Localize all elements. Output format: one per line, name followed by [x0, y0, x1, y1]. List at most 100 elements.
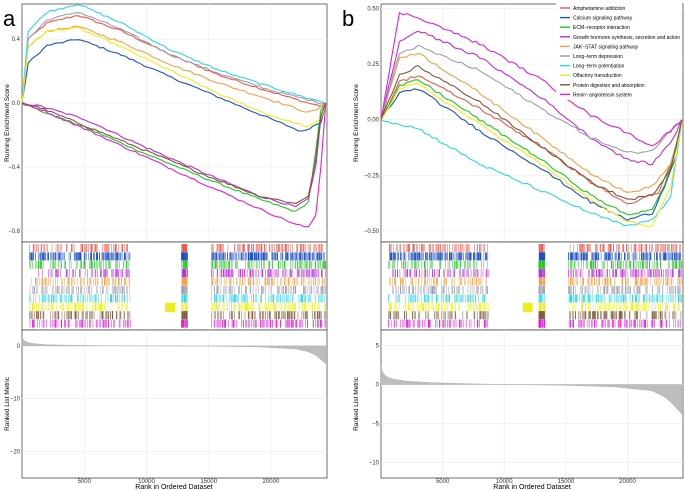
es-line-growth-hormone-synthesis-secretion-and-action — [21, 101, 327, 208]
es-line-renin-angiotensin-system — [380, 11, 683, 147]
hits-row-jak-stat-signaling-pathway — [389, 277, 682, 286]
legend-item-growth-hormone-synthesis-secretion-and-action: Growth hormone synthesis, secretion and … — [560, 35, 680, 41]
hits-row-long-term-potentiation — [388, 294, 682, 303]
metric-ytick-label: −5 — [372, 421, 380, 427]
legend-item-long-term-depression: Long−term depression — [560, 54, 623, 60]
hits-row-long-term-potentiation — [29, 294, 325, 303]
legend-item-amphetamine-addiction: Amphetamine addiction — [560, 6, 625, 12]
xtick-label: 5000 — [78, 479, 92, 485]
panel-a-metric-ylabel: Ranked List Metric — [4, 376, 11, 431]
es-line-olfactory-transduction — [21, 26, 327, 128]
legend-items: Amphetamine addiction Calcium signaling p… — [560, 6, 680, 98]
hits-row-calcium-signaling-pathway — [389, 252, 681, 261]
hit-block — [522, 302, 533, 313]
legend-item-protein-digestion-and-absorption: Protein digestion and absorption — [560, 83, 645, 89]
panel-a-xticks: 5000 10000 15000 20000 — [78, 479, 280, 485]
xtick-label: 10000 — [496, 479, 513, 485]
panel-b: 0.50 0.25 0.00 −0.25 −0.50 Running Enrichmen… — [353, 2, 684, 491]
es-line-growth-hormone-synthesis-secretion-and-action — [380, 30, 683, 166]
panel-a-metric-area — [21, 336, 326, 365]
es-line-olfactory-transduction — [380, 83, 683, 228]
panel-a-es-yticks: −0.8 −0.4 0.0 0.4 — [8, 37, 21, 235]
legend-item-jak-stat-signaling-pathway: JAK−STAT signaling pathway — [560, 44, 639, 50]
es-ytick-label: 0.50 — [367, 6, 379, 12]
es-line-long-term-depression — [21, 12, 326, 105]
es-line-ecm-receptor-interaction — [21, 102, 327, 212]
es-line-long-term-potentiation — [380, 119, 683, 226]
es-ytick-label: −0.8 — [8, 229, 21, 235]
legend: Amphetamine addiction Calcium signaling p… — [556, 2, 682, 100]
es-line-jak-stat-signaling-pathway — [21, 25, 327, 113]
panel-b-metric-yticks: 5 0 −5 −10 — [369, 344, 380, 467]
legend-label: ECM−receptor interaction — [573, 25, 630, 31]
es-ytick-label: 0.4 — [12, 37, 21, 43]
es-line-protein-digestion-and-absorption — [380, 64, 683, 201]
es-ytick-label: −0.25 — [364, 173, 380, 179]
panel-a-hits — [29, 244, 326, 328]
metric-ytick-label: 5 — [376, 344, 380, 350]
metric-ytick-label: −20 — [10, 450, 21, 456]
legend-item-renin-angiotensin-system: Renin−angiotensin system — [560, 92, 632, 98]
hits-row-calcium-signaling-pathway — [29, 252, 325, 261]
xtick-label: 20000 — [263, 479, 280, 485]
es-line-jak-stat-signaling-pathway — [380, 52, 683, 193]
hits-row-renin-angiotensin-system — [388, 319, 682, 328]
legend-item-long-term-potentiation: Long−term potentiation — [560, 64, 625, 70]
es-ytick-label: 0.25 — [367, 62, 379, 68]
xtick-label: 20000 — [619, 479, 636, 485]
metric-ytick-label: −10 — [10, 397, 21, 403]
hits-row-ecm-receptor-interaction — [29, 260, 326, 269]
es-line-renin-angiotensin-system — [21, 101, 327, 228]
es-line-long-term-depression — [380, 44, 683, 154]
hits-row-growth-hormone-synthesis-secretion-and-action — [392, 269, 682, 278]
hits-row-olfactory-transduction — [29, 302, 326, 313]
legend-label: Olfactory transduction — [573, 73, 622, 79]
hits-row-protein-digestion-and-absorption — [388, 311, 682, 320]
es-line-calcium-signaling-pathway — [380, 88, 683, 221]
legend-label: Renin−angiotensin system — [573, 92, 632, 98]
legend-label: Protein digestion and absorption — [573, 83, 645, 89]
panel-a: −0.8−0.40.00.4 Running Enrichment Score … — [4, 3, 328, 491]
legend-item-ecm-receptor-interaction: ECM−receptor interaction — [560, 25, 630, 31]
legend-label: Growth hormone synthesis, secretion and … — [573, 35, 680, 41]
legend-label: Long−term potentiation — [573, 64, 625, 70]
panel-b-metric-ylabel: Ranked List Metric — [353, 376, 360, 431]
es-line-amphetamine-addiction — [380, 75, 683, 205]
legend-box — [556, 2, 682, 100]
metric-ytick-label: −10 — [369, 460, 380, 466]
es-line-calcium-signaling-pathway — [21, 39, 327, 132]
panel-b-hits — [388, 244, 682, 328]
hits-row-amphetamine-addiction — [388, 244, 681, 252]
hits-row-long-term-depression — [392, 286, 681, 294]
legend-label: Calcium signaling pathway — [573, 16, 633, 22]
panel-a-es-ylabel: Running Enrichment Score — [4, 84, 11, 162]
es-ytick-label: 0.0 — [12, 101, 21, 107]
legend-item-olfactory-transduction: Olfactory transduction — [560, 73, 622, 79]
legend-item-calcium-signaling-pathway: Calcium signaling pathway — [560, 16, 633, 22]
hits-row-olfactory-transduction — [388, 302, 680, 313]
hits-row-jak-stat-signaling-pathway — [30, 277, 326, 286]
panel-b-es-yticks: 0.50 0.25 0.00 −0.25 −0.50 — [364, 6, 380, 234]
hits-row-protein-digestion-and-absorption — [29, 311, 326, 320]
hits-row-amphetamine-addiction — [29, 244, 323, 252]
es-line-amphetamine-addiction — [21, 15, 327, 108]
panel-a-xlabel: Rank in Ordered Dataset — [135, 484, 212, 491]
es-ytick-label: 0.00 — [367, 118, 379, 124]
metric-ytick-label: 0 — [376, 383, 380, 389]
xtick-label: 10000 — [138, 479, 155, 485]
es-ytick-label: −0.50 — [364, 229, 380, 235]
xtick-label: 5000 — [436, 479, 450, 485]
legend-label: JAK−STAT signaling pathway — [573, 44, 639, 50]
panel-b-xlabel: Rank in Ordered Dataset — [493, 484, 570, 491]
es-line-ecm-receptor-interaction — [380, 79, 683, 216]
es-ytick-label: −0.4 — [8, 165, 21, 171]
legend-label: Amphetamine addiction — [573, 6, 625, 12]
panel-b-es-lines — [380, 11, 683, 228]
panel-b-metric-area — [380, 365, 682, 415]
hits-row-renin-angiotensin-system — [29, 319, 326, 328]
xtick-label: 15000 — [200, 479, 217, 485]
panel-b-xticks: 5000 10000 15000 20000 — [436, 479, 637, 485]
es-line-protein-digestion-and-absorption — [21, 102, 327, 205]
hits-row-long-term-depression — [29, 286, 326, 294]
